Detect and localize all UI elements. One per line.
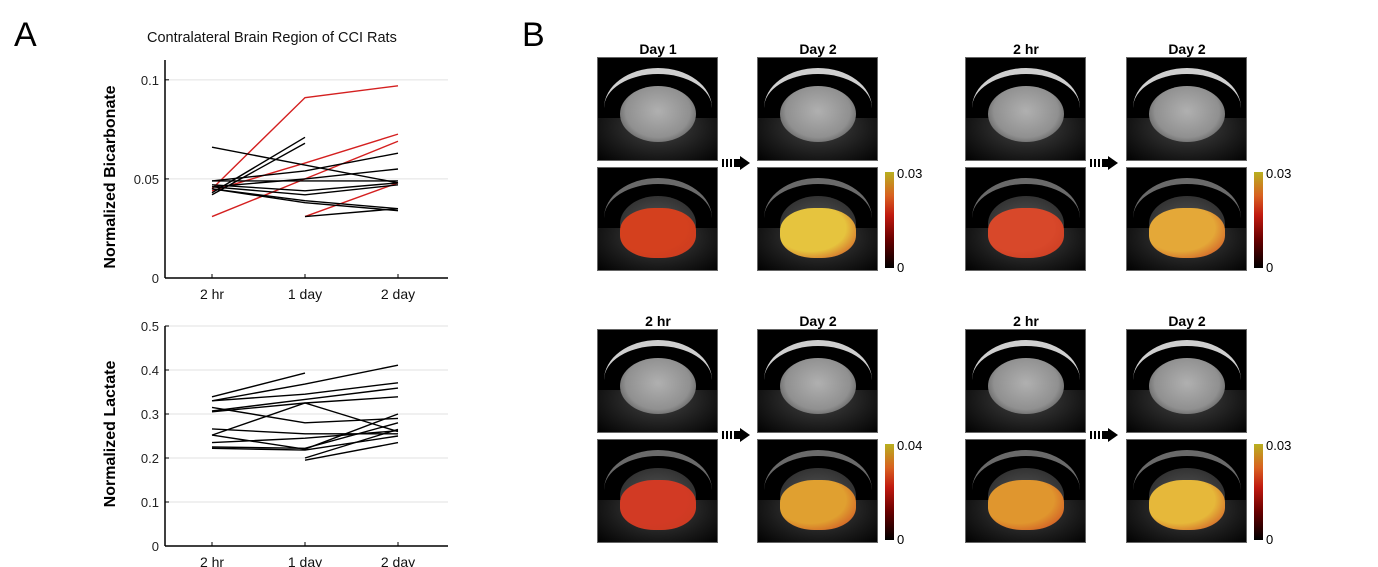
y-tick-label: 0.3	[141, 407, 159, 422]
t2-mri-image	[965, 329, 1086, 433]
x-tick-label: 2 hr	[200, 554, 224, 567]
colorbar-min-label: 0	[1266, 532, 1274, 547]
series-line	[211, 372, 306, 398]
colorbar-max-label: 0.04	[897, 438, 923, 453]
series-line	[211, 422, 399, 450]
y-axis-label-lactate: Normalized Lactate	[102, 360, 119, 508]
colorbar	[885, 172, 894, 268]
x-tick-label: 2 day	[381, 554, 415, 567]
y-tick-label: 0.1	[141, 73, 159, 88]
image-title: 2 hr	[1013, 41, 1039, 57]
t2-mri-image	[597, 57, 718, 161]
lactate-chart: 0 0.1 0.2 0.3 0.4 0.5 2 hr 1 day 2 day	[141, 319, 448, 567]
chart-title: Contralateral Brain Region of CCI Rats	[147, 30, 397, 46]
colorbar	[1254, 172, 1263, 268]
series-line	[211, 435, 399, 451]
t2-mri-image	[757, 329, 878, 433]
y-tick-label: 0.2	[141, 451, 159, 466]
series-line	[211, 152, 399, 182]
metabolite-map-image	[1126, 167, 1247, 271]
series-line	[211, 406, 399, 424]
x-tick-label: 2 hr	[200, 286, 224, 302]
y-tick-label: 0	[152, 271, 159, 286]
t2-mri-image	[965, 57, 1086, 161]
series-line	[211, 387, 399, 412]
x-tick-label: 2 day	[381, 286, 415, 302]
metabolite-map-image	[965, 167, 1086, 271]
image-title: 2 hr	[645, 313, 671, 329]
series-line	[211, 133, 399, 192]
series-line	[211, 364, 399, 402]
image-title: Day 2	[1168, 41, 1206, 57]
colorbar-min-label: 0	[897, 532, 905, 547]
arrow-right-icon	[722, 428, 752, 442]
series-line	[304, 182, 399, 218]
y-tick-label: 0.4	[141, 363, 159, 378]
series-line	[211, 146, 399, 184]
overlay-blob	[988, 480, 1064, 530]
image-title: Day 2	[799, 41, 837, 57]
overlay-blob	[780, 208, 856, 258]
metabolite-map-image	[757, 439, 878, 543]
colorbar-max-label: 0.03	[1266, 438, 1292, 453]
colorbar	[1254, 444, 1263, 540]
x-tick-label: 1 day	[288, 286, 322, 302]
t2-mri-image	[1126, 329, 1247, 433]
panel-b-label: B	[522, 16, 545, 54]
series-line	[211, 184, 399, 196]
series-line	[211, 142, 306, 196]
image-title: Day 1	[639, 41, 677, 57]
series-line	[304, 441, 399, 461]
overlay-blob	[1149, 480, 1225, 530]
colorbar-max-label: 0.03	[897, 166, 923, 181]
series-line	[211, 168, 399, 188]
arrow-right-icon	[1090, 428, 1120, 442]
image-title: 2 hr	[1013, 313, 1039, 329]
metabolite-map-image	[757, 167, 878, 271]
metabolite-map-image	[597, 167, 718, 271]
x-tick-label: 1 day	[288, 554, 322, 567]
y-tick-label: 0.5	[141, 319, 159, 334]
y-tick-label: 0.05	[134, 172, 159, 187]
series-line	[304, 428, 399, 459]
series-line	[211, 382, 399, 402]
series-line	[211, 136, 306, 194]
colorbar-min-label: 0	[1266, 260, 1274, 275]
series-line	[211, 402, 399, 436]
metabolite-map-image	[1126, 439, 1247, 543]
series-line	[211, 182, 399, 192]
overlay-blob	[780, 480, 856, 530]
metabolite-map-image	[965, 439, 1086, 543]
colorbar	[885, 444, 894, 540]
colorbar-max-label: 0.03	[1266, 166, 1292, 181]
overlay-blob	[620, 208, 696, 258]
series-line	[211, 430, 399, 444]
series-line	[211, 85, 399, 190]
colorbar-min-label: 0	[897, 260, 905, 275]
t2-mri-image	[597, 329, 718, 433]
series-line	[211, 188, 399, 212]
overlay-blob	[620, 480, 696, 530]
image-title: Day 2	[799, 313, 837, 329]
overlay-blob	[988, 208, 1064, 258]
bicarbonate-chart: 0 0.05 0.1 2 hr 1 day 2 day	[134, 60, 448, 302]
y-tick-label: 0	[152, 539, 159, 554]
arrow-right-icon	[1090, 156, 1120, 170]
series-line	[211, 413, 399, 450]
panel-a-label: A	[14, 16, 37, 54]
series-line	[304, 207, 399, 218]
image-title: Day 2	[1168, 313, 1206, 329]
t2-mri-image	[1126, 57, 1247, 161]
metabolite-map-image	[597, 439, 718, 543]
t2-mri-image	[757, 57, 878, 161]
y-tick-label: 0.1	[141, 495, 159, 510]
arrow-right-icon	[722, 156, 752, 170]
overlay-blob	[1149, 208, 1225, 258]
y-axis-label-bicarbonate: Normalized Bicarbonate	[102, 85, 119, 269]
